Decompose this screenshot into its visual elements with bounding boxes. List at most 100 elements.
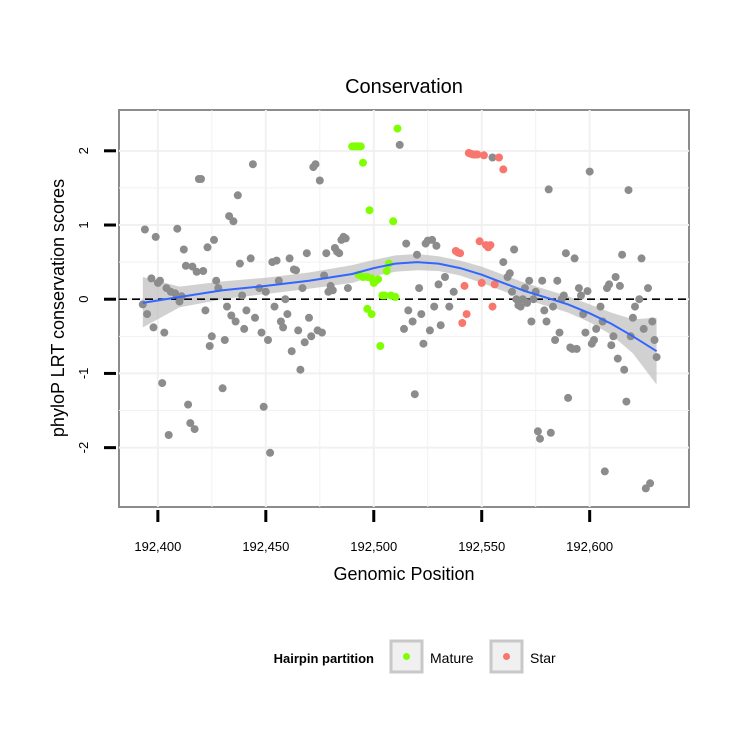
point-mature-18 (389, 217, 398, 226)
point-other-66 (292, 266, 300, 275)
x-axis: 192,400 192,450 192,500 192,550 192,600 (134, 510, 613, 554)
point-other-57 (272, 256, 281, 265)
point-other-23 (192, 267, 201, 276)
point-other-154 (590, 336, 598, 344)
point-other-28 (203, 243, 212, 252)
point-mature-8 (367, 310, 376, 319)
point-other-99 (417, 310, 426, 319)
smooth-line (142, 261, 658, 353)
point-other-86 (335, 249, 344, 258)
point-other-128 (533, 427, 542, 436)
point-other-151 (583, 287, 592, 296)
point-other-1 (140, 225, 149, 234)
point-other-175 (639, 324, 648, 333)
legend: Hairpin partition Mature Star (274, 639, 556, 674)
point-other-48 (251, 313, 259, 322)
point-other-166 (618, 250, 627, 259)
point-other-111 (449, 287, 458, 296)
point-other-163 (611, 273, 620, 281)
point-other-77 (315, 176, 324, 185)
point-star-13 (479, 151, 488, 160)
point-other-31 (210, 235, 218, 244)
point-other-160 (605, 280, 614, 289)
point-other-129 (536, 434, 544, 443)
point-other-125 (527, 317, 536, 326)
x-tick-label-0: 192,400 (134, 539, 181, 554)
point-other-138 (555, 328, 564, 337)
point-mature-7 (365, 206, 374, 215)
point-other-104 (428, 235, 437, 244)
x-tick-label-4: 192,600 (566, 539, 613, 554)
point-mature-5 (359, 158, 367, 167)
point-other-26 (199, 267, 208, 275)
point-other-11 (164, 431, 173, 439)
point-other-165 (615, 281, 624, 290)
point-other-32 (212, 276, 221, 285)
point-other-155 (592, 324, 601, 333)
point-star-11 (475, 237, 484, 246)
point-mature-12 (376, 342, 385, 350)
legend-label-star: Star (530, 650, 556, 666)
point-other-145 (570, 254, 579, 263)
point-other-70 (300, 338, 309, 347)
point-star-5 (462, 310, 471, 319)
point-other-71 (302, 249, 311, 258)
point-other-35 (220, 336, 229, 344)
point-other-69 (298, 284, 307, 293)
point-other-58 (274, 276, 283, 285)
point-other-7 (156, 276, 164, 285)
point-other-9 (160, 328, 169, 337)
point-other-126 (529, 295, 538, 304)
point-other-103 (425, 326, 434, 335)
point-other-91 (395, 140, 404, 149)
point-other-29 (205, 342, 214, 350)
point-other-106 (432, 241, 441, 250)
point-other-100 (419, 339, 428, 348)
point-other-53 (264, 336, 272, 344)
point-other-174 (637, 254, 646, 263)
point-other-108 (436, 321, 445, 330)
point-other-78 (318, 328, 326, 337)
point-star-19 (495, 153, 503, 162)
point-other-47 (248, 160, 257, 169)
point-other-14 (173, 224, 182, 233)
point-other-117 (510, 245, 519, 254)
point-other-62 (283, 310, 292, 319)
point-other-172 (631, 302, 639, 311)
point-other-44 (240, 324, 249, 333)
point-other-27 (201, 306, 210, 315)
point-other-161 (607, 341, 616, 350)
point-other-94 (404, 306, 413, 315)
x-tick-label-2: 192,500 (350, 539, 397, 554)
point-other-60 (279, 323, 288, 332)
legend-dot-star (503, 653, 510, 660)
point-other-146 (572, 344, 581, 353)
point-other-152 (585, 167, 594, 176)
point-other-2 (143, 310, 152, 319)
point-other-132 (542, 317, 551, 326)
point-other-171 (628, 313, 637, 322)
point-other-180 (650, 336, 659, 344)
point-other-158 (600, 467, 609, 476)
point-other-56 (270, 302, 279, 311)
y-tick-label-0: -2 (76, 442, 91, 454)
point-other-124 (525, 276, 534, 285)
point-other-135 (549, 302, 557, 311)
point-mature-19 (391, 293, 400, 301)
legend-title: Hairpin partition (274, 651, 374, 666)
point-other-96 (410, 390, 419, 399)
point-other-46 (246, 254, 255, 263)
point-star-20 (499, 165, 508, 174)
point-other-34 (218, 384, 227, 393)
point-other-52 (261, 287, 270, 296)
point-mature-20 (393, 124, 402, 133)
point-star-18 (490, 280, 499, 289)
point-other-137 (553, 276, 562, 285)
point-other-98 (415, 284, 424, 293)
point-other-110 (445, 302, 454, 311)
point-other-3 (147, 274, 156, 283)
point-other-4 (149, 323, 158, 332)
point-other-75 (311, 160, 320, 169)
point-other-123 (523, 298, 532, 307)
point-other-136 (551, 336, 560, 344)
